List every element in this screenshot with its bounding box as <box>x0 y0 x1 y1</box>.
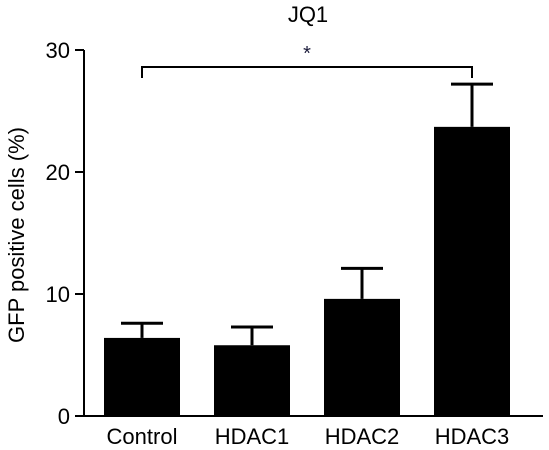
y-tick-label: 20 <box>46 160 70 185</box>
y-tick-label: 0 <box>58 404 70 429</box>
bar-hdac1 <box>214 345 290 416</box>
significance-label: * <box>303 43 311 65</box>
category-label: HDAC3 <box>435 424 510 449</box>
chart-title: JQ1 <box>288 2 328 27</box>
bar-hdac3 <box>434 126 510 417</box>
category-label: Control <box>107 424 178 449</box>
bar-control <box>104 337 180 416</box>
y-tick-label: 10 <box>46 282 70 307</box>
significance-bracket: * <box>141 43 473 78</box>
category-label: HDAC1 <box>215 424 290 449</box>
y-tick-label: 30 <box>46 38 70 63</box>
bar-hdac2 <box>324 298 400 416</box>
bars <box>104 82 510 417</box>
y-axis-label: GFP positive cells (%) <box>4 127 29 343</box>
category-label: HDAC2 <box>325 424 400 449</box>
category-labels: Control HDAC1 HDAC2 HDAC3 <box>107 424 510 449</box>
